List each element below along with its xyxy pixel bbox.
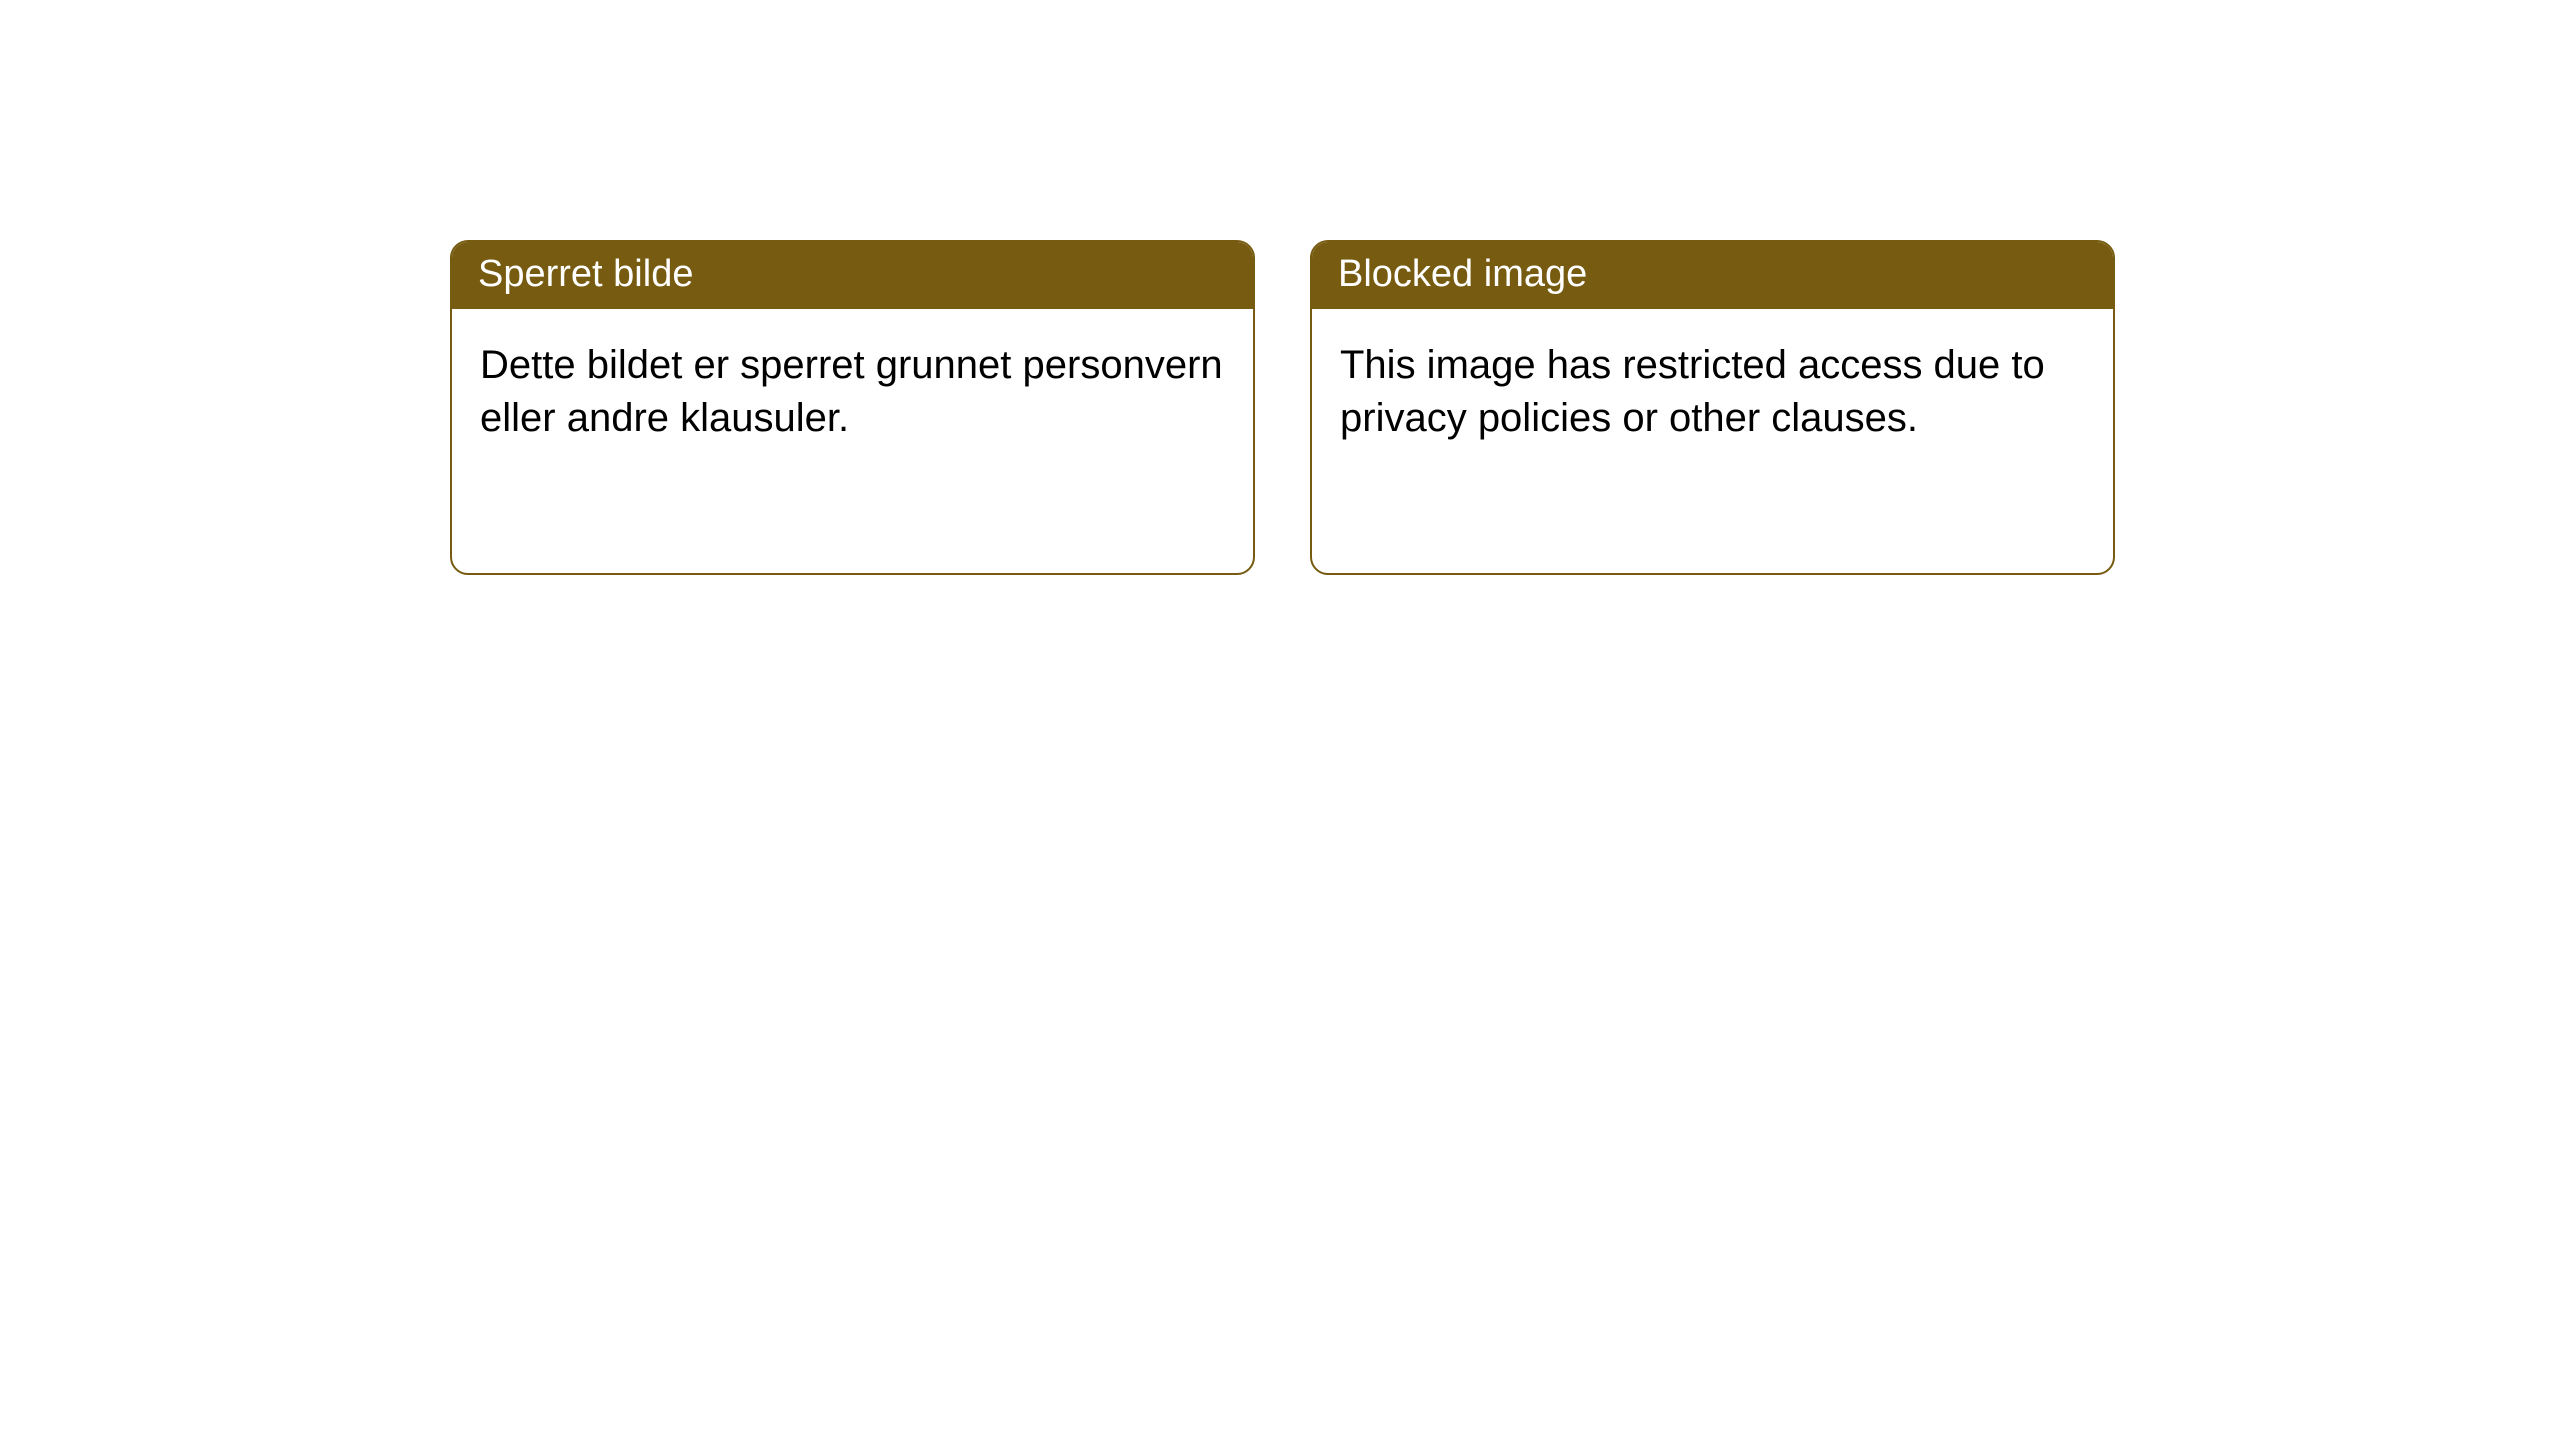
notice-container: Sperret bilde Dette bildet er sperret gr… bbox=[0, 0, 2560, 575]
card-body-no: Dette bildet er sperret grunnet personve… bbox=[452, 309, 1253, 475]
card-header-no: Sperret bilde bbox=[452, 242, 1253, 309]
card-header-en: Blocked image bbox=[1312, 242, 2113, 309]
card-body-en: This image has restricted access due to … bbox=[1312, 309, 2113, 475]
notice-card-no: Sperret bilde Dette bildet er sperret gr… bbox=[450, 240, 1255, 575]
notice-card-en: Blocked image This image has restricted … bbox=[1310, 240, 2115, 575]
